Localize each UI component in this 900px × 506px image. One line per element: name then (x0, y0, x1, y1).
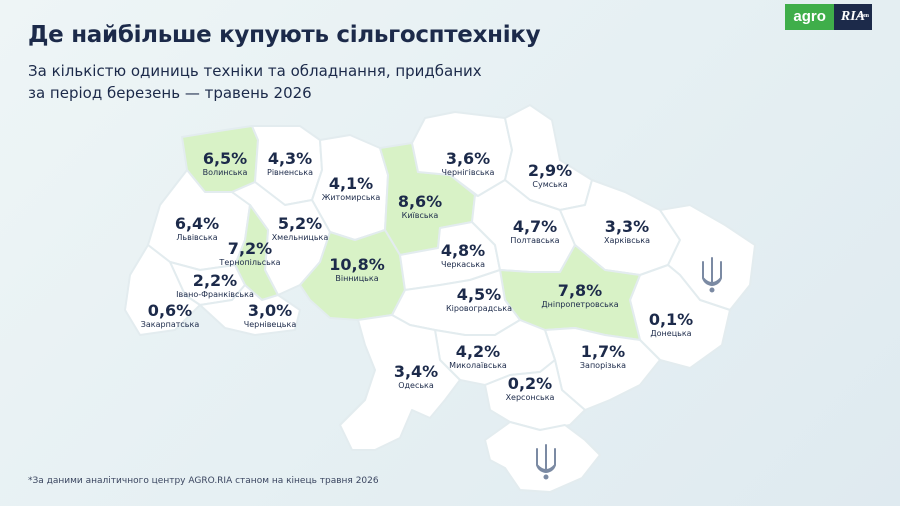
region-name: Херсонська (505, 393, 555, 402)
region-label-mykolaiv: 4,2% Миколаївська (449, 343, 507, 371)
region-label-kherson: 0,2% Херсонська (506, 375, 555, 403)
logo-agro: agro (785, 4, 834, 30)
region-value: 3,3% (604, 217, 650, 236)
region-name: Чернівецька (243, 320, 297, 329)
region-label-kyiv: 8,6% Київська (398, 193, 442, 221)
region-name: Тернопільська (219, 258, 281, 267)
region-name: Донецька (650, 329, 692, 338)
region-label-zhytomyr: 4,1% Житомирська (322, 175, 381, 203)
region-shape-crimea (484, 421, 601, 493)
region-label-kharkiv: 3,3% Харківська (604, 218, 650, 246)
region-shape-chernivtsi (199, 284, 301, 336)
region-value: 0,2% (507, 374, 553, 393)
region-name: Полтавська (510, 236, 560, 245)
region-name: Вінницька (335, 274, 379, 283)
region-value: 4,2% (455, 342, 501, 361)
region-name: Закарпатська (140, 320, 200, 329)
region-label-lviv: 6,4% Львівська (175, 215, 219, 243)
logo-ria-text: RIA (840, 9, 865, 24)
region-label-cherkasy: 4,8% Черкаська (441, 242, 485, 270)
region-value: 0,1% (648, 310, 694, 329)
region-label-zakarpattia: 0,6% Закарпатська (141, 302, 199, 330)
region-label-ivano-frankivsk: 2,2% Івано-Франківська (176, 272, 254, 300)
region-label-chernivtsi: 3,0% Чернівецька (244, 302, 296, 330)
region-label-odesa: 3,4% Одеська (394, 363, 438, 391)
region-value: 1,7% (580, 342, 626, 361)
region-value: 4,7% (512, 217, 558, 236)
region-label-kirovohrad: 4,5% Кіровоградська (446, 286, 512, 314)
region-shape-kherson (484, 359, 586, 431)
region-value: 8,6% (397, 192, 443, 211)
region-name: Чернігівська (441, 168, 495, 177)
region-name: Кіровоградська (445, 304, 513, 313)
region-label-poltava: 4,7% Полтавська (510, 218, 559, 246)
region-label-khmelnytskyi: 5,2% Хмельницька (272, 215, 329, 243)
region-value: 3,4% (393, 362, 439, 381)
region-value: 2,9% (527, 161, 573, 180)
region-name: Сумська (532, 180, 568, 189)
region-label-ternopil: 7,2% Тернопільська (219, 240, 280, 268)
region-label-dnipro: 7,8% Дніпропетровська (541, 282, 618, 310)
region-shape-odesa (339, 314, 461, 451)
region-value: 4,1% (328, 174, 374, 193)
logo-ria: RIA .com (833, 4, 872, 30)
region-name: Житомирська (321, 193, 381, 202)
region-label-chernihiv: 3,6% Чернігівська (442, 150, 495, 178)
region-value: 0,6% (147, 301, 193, 320)
region-value: 6,5% (202, 149, 248, 168)
region-label-rivne: 4,3% Рівненська (267, 150, 313, 178)
region-value: 7,2% (227, 239, 273, 258)
region-name: Миколаївська (449, 361, 507, 370)
agro-ria-logo[interactable]: agro RIA .com (785, 4, 872, 30)
region-shape-khmelnytskyi (231, 181, 331, 296)
region-value: 3,0% (247, 301, 293, 320)
page-title: Де найбільше купують сільгосптехніку (28, 22, 541, 48)
region-name: Хмельницька (271, 233, 329, 242)
region-name: Дніпропетровська (541, 300, 619, 309)
region-value: 6,4% (174, 214, 220, 233)
region-value: 4,5% (456, 285, 502, 304)
region-value: 7,8% (557, 281, 603, 300)
page-subtitle: За кількістю одиниць техніки та обладнан… (28, 62, 482, 102)
region-value: 4,3% (267, 149, 313, 168)
region-name: Львівська (176, 233, 218, 242)
region-value: 10,8% (329, 255, 385, 274)
region-name: Черкаська (440, 260, 486, 269)
region-label-donetsk: 0,1% Донецька (649, 311, 693, 339)
region-name: Одеська (398, 381, 434, 390)
region-value: 4,8% (440, 241, 486, 260)
region-label-volyn: 6,5% Волинська (203, 150, 248, 178)
trident-icon (536, 444, 556, 480)
region-label-vinnytsia: 10,8% Вінницька (329, 256, 385, 284)
region-value: 3,6% (445, 149, 491, 168)
footnote: *За даними аналітичного центру AGRO.RIA … (28, 476, 379, 486)
region-value: 2,2% (192, 271, 238, 290)
region-label-sumy: 2,9% Сумська (528, 162, 572, 190)
region-name: Волинська (202, 168, 248, 177)
region-value: 5,2% (277, 214, 323, 233)
region-name: Рівненська (267, 168, 313, 177)
region-name: Івано-Франківська (176, 290, 254, 299)
region-name: Харківська (603, 236, 651, 245)
logo-ria-small: .com (856, 13, 869, 19)
region-name: Київська (401, 211, 439, 220)
region-name: Запорізька (579, 361, 627, 370)
region-label-zaporizhzhia: 1,7% Запорізька (580, 343, 626, 371)
trident-icon (702, 257, 722, 293)
